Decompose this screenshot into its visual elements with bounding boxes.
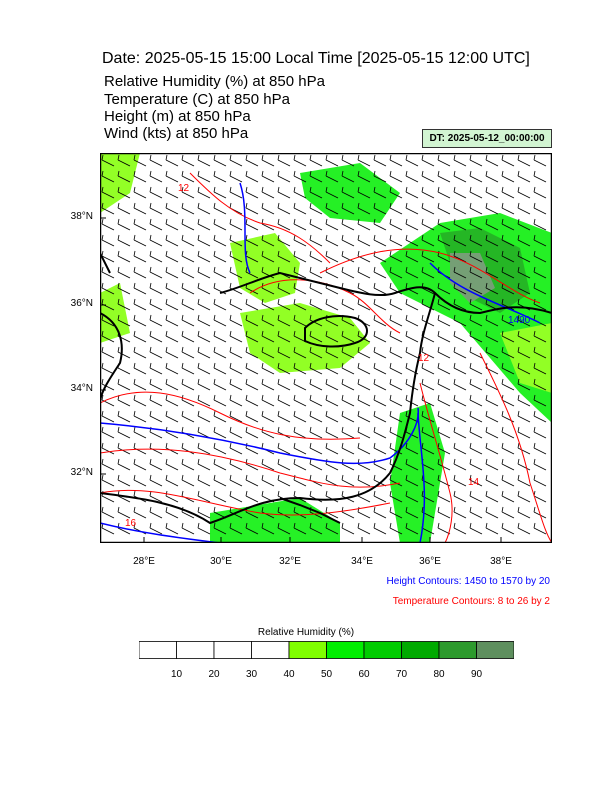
chart-title: Date: 2025-05-15 15:00 Local Time [2025-…	[102, 50, 530, 67]
colorbar-swatch	[401, 641, 440, 659]
lon-label-34e: 34°E	[351, 556, 373, 567]
info-line-temperature: Temperature (C) at 850 hPa	[104, 91, 290, 108]
temperature-contours	[100, 172, 552, 543]
info-line-height: Height (m) at 850 hPa	[104, 108, 251, 125]
colorbar-tick-label: 20	[208, 669, 220, 680]
colorbar-tick-label: 80	[433, 669, 445, 680]
colorbar-swatch	[251, 641, 290, 659]
lon-label-36e: 36°E	[419, 556, 441, 567]
weather-map: 1490 12 12 14 16	[100, 153, 552, 543]
lat-label-38n: 38°N	[70, 211, 93, 222]
temperature-contour-legend: Temperature Contours: 8 to 26 by 2	[392, 596, 550, 607]
colorbar-tick-label: 50	[320, 669, 333, 680]
wind-barbs	[101, 154, 547, 535]
colorbar-tick-label: 40	[283, 669, 295, 680]
info-line-rh: Relative Humidity (%) at 850 hPa	[104, 73, 325, 90]
map-ticks	[100, 217, 502, 543]
lon-label-38e: 38°E	[490, 556, 512, 567]
height-label-1490: 1490	[508, 315, 531, 326]
colorbar-swatch	[326, 641, 365, 659]
dt-badge: DT: 2025-05-12_00:00:00	[422, 129, 552, 148]
lat-label-34n: 34°N	[70, 383, 93, 394]
temp-label-12-north: 12	[178, 183, 190, 194]
colorbar-tick-label: 90	[470, 669, 483, 680]
colorbar-swatch	[139, 641, 177, 659]
contour-labels: 1490 12 12 14 16	[125, 183, 531, 529]
humidity-fill	[100, 153, 552, 543]
height-contour-legend: Height Contours: 1450 to 1570 by 20	[386, 576, 550, 587]
colorbar-tick-label: 70	[395, 669, 408, 680]
colorbar-tick-label: 60	[358, 669, 370, 680]
height-contours	[100, 182, 541, 543]
lat-label-32n: 32°N	[70, 467, 93, 478]
colorbar-tick-label: 30	[245, 669, 258, 680]
lon-label-28e: 28°E	[133, 556, 155, 567]
colorbar	[139, 641, 514, 659]
info-line-wind: Wind (kts) at 850 hPa	[104, 125, 249, 142]
lat-label-36n: 36°N	[70, 298, 93, 309]
temp-label-12-levant: 12	[418, 353, 430, 364]
map-frame	[100, 153, 552, 543]
temp-label-16: 16	[125, 518, 137, 529]
colorbar-tick-label: 10	[170, 669, 183, 680]
colorbar-swatch	[288, 641, 327, 659]
lon-label-30e: 30°E	[210, 556, 232, 567]
temp-label-14: 14	[468, 477, 480, 488]
colorbar-title: Relative Humidity (%)	[257, 627, 355, 638]
colorbar-swatch	[213, 641, 252, 659]
colorbar-swatch	[176, 641, 215, 659]
colorbar-swatch	[363, 641, 402, 659]
colorbar-swatch	[438, 641, 477, 659]
colorbar-swatch	[476, 641, 514, 659]
coastline	[100, 252, 552, 525]
lon-label-32e: 32°E	[279, 556, 301, 567]
